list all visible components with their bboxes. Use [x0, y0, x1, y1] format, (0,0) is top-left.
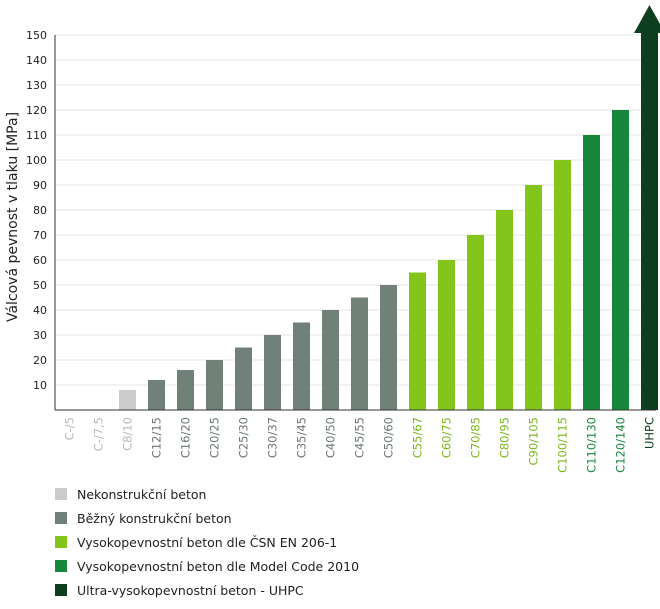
bar-c45-55 [351, 297, 368, 410]
x-tick-label: C16/20 [179, 417, 193, 458]
x-tick-label: C100/115 [556, 417, 570, 473]
x-axis-labels: C-/5 C-/7,5 C8/10 C12/15 C16/20 C20/25 C25/30 C… [63, 417, 657, 473]
bar-c40-50 [322, 310, 339, 410]
bar-chart: 10 20 30 40 50 60 70 80 90 100 110 120 130 140 150 C-/… [5, 5, 660, 473]
x-tick-label: C50/60 [382, 417, 396, 458]
y-tick-label: 10 [33, 379, 47, 392]
y-tick-label: 60 [33, 254, 47, 267]
x-tick-label: C120/140 [614, 417, 628, 473]
y-tick-label: 70 [33, 229, 47, 242]
y-axis-ticks: 10 20 30 40 50 60 70 80 90 100 110 120 130 140 150 [26, 29, 47, 392]
y-tick-label: 120 [26, 104, 47, 117]
bar-c90-105 [525, 185, 542, 410]
y-tick-label: 40 [33, 304, 47, 317]
legend-label: Ultra-vysokopevnostní beton - UHPC [77, 582, 304, 598]
x-tick-label: C70/85 [469, 417, 483, 458]
legend-label: Běžný konstrukční beton [77, 510, 232, 526]
legend-swatch [55, 488, 67, 500]
x-tick-label: C25/30 [237, 417, 251, 458]
x-tick-label: C-/5 [63, 417, 77, 440]
legend-label: Vysokopevnostní beton dle Model Code 201… [77, 558, 360, 574]
y-tick-label: 110 [26, 129, 47, 142]
x-tick-label: C12/15 [150, 417, 164, 458]
legend-swatch [55, 584, 67, 596]
bars [119, 5, 660, 410]
legend-item: Nekonstrukční beton [55, 482, 359, 506]
y-tick-label: 140 [26, 54, 47, 67]
legend-item: Ultra-vysokopevnostní beton - UHPC [55, 578, 359, 602]
bar-c120-140 [612, 110, 629, 410]
legend-swatch [55, 512, 67, 524]
legend: Nekonstrukční beton Běžný konstrukční bet… [55, 482, 359, 602]
x-tick-label: C60/75 [440, 417, 454, 458]
y-axis-title: Válcová pevnost v tlaku [MPa] [5, 112, 21, 322]
x-tick-label: C40/50 [324, 417, 338, 458]
x-tick-label: C45/55 [353, 417, 367, 458]
x-tick-label: C30/37 [266, 417, 280, 458]
bar-c8-10 [119, 390, 136, 410]
bar-c110-130 [583, 135, 600, 410]
legend-swatch [55, 560, 67, 572]
bar-c50-60 [380, 285, 397, 410]
bar-c25-30 [235, 347, 252, 410]
bar-c55-67 [409, 272, 426, 410]
legend-label: Nekonstrukční beton [77, 486, 207, 502]
y-tick-label: 90 [33, 179, 47, 192]
x-tick-label: C80/95 [498, 417, 512, 458]
y-tick-label: 50 [33, 279, 47, 292]
x-tick-label: C-/7,5 [92, 417, 106, 451]
gridlines [55, 34, 656, 386]
bar-c80-95 [496, 210, 513, 410]
x-tick-label: C90/105 [527, 417, 541, 466]
bar-c60-75 [438, 260, 455, 410]
x-tick-label: C55/67 [411, 417, 425, 458]
bar-c20-25 [206, 360, 223, 410]
x-tick-label: UHPC [643, 417, 657, 449]
x-tick-label: C20/25 [208, 417, 222, 458]
legend-item: Běžný konstrukční beton [55, 506, 359, 530]
x-tick-label: C110/130 [585, 417, 599, 473]
uhpc-arrow-head [634, 5, 660, 33]
bar-c30-37 [264, 335, 281, 410]
y-tick-label: 30 [33, 329, 47, 342]
legend-label: Vysokopevnostní beton dle ČSN EN 206-1 [77, 534, 338, 550]
bar-c100-115 [554, 160, 571, 410]
legend-swatch [55, 536, 67, 548]
bar-c70-85 [467, 235, 484, 410]
legend-item: Vysokopevnostní beton dle ČSN EN 206-1 [55, 530, 359, 554]
bar-c35-45 [293, 322, 310, 410]
y-tick-label: 150 [26, 29, 47, 42]
y-tick-label: 20 [33, 354, 47, 367]
y-tick-label: 80 [33, 204, 47, 217]
bar-uhpc [641, 33, 658, 410]
bar-c16-20 [177, 370, 194, 410]
x-tick-label: C8/10 [121, 417, 135, 451]
y-tick-label: 100 [26, 154, 47, 167]
bar-c12-15 [148, 380, 165, 410]
x-tick-label: C35/45 [295, 417, 309, 458]
y-tick-label: 130 [26, 79, 47, 92]
legend-item: Vysokopevnostní beton dle Model Code 201… [55, 554, 359, 578]
